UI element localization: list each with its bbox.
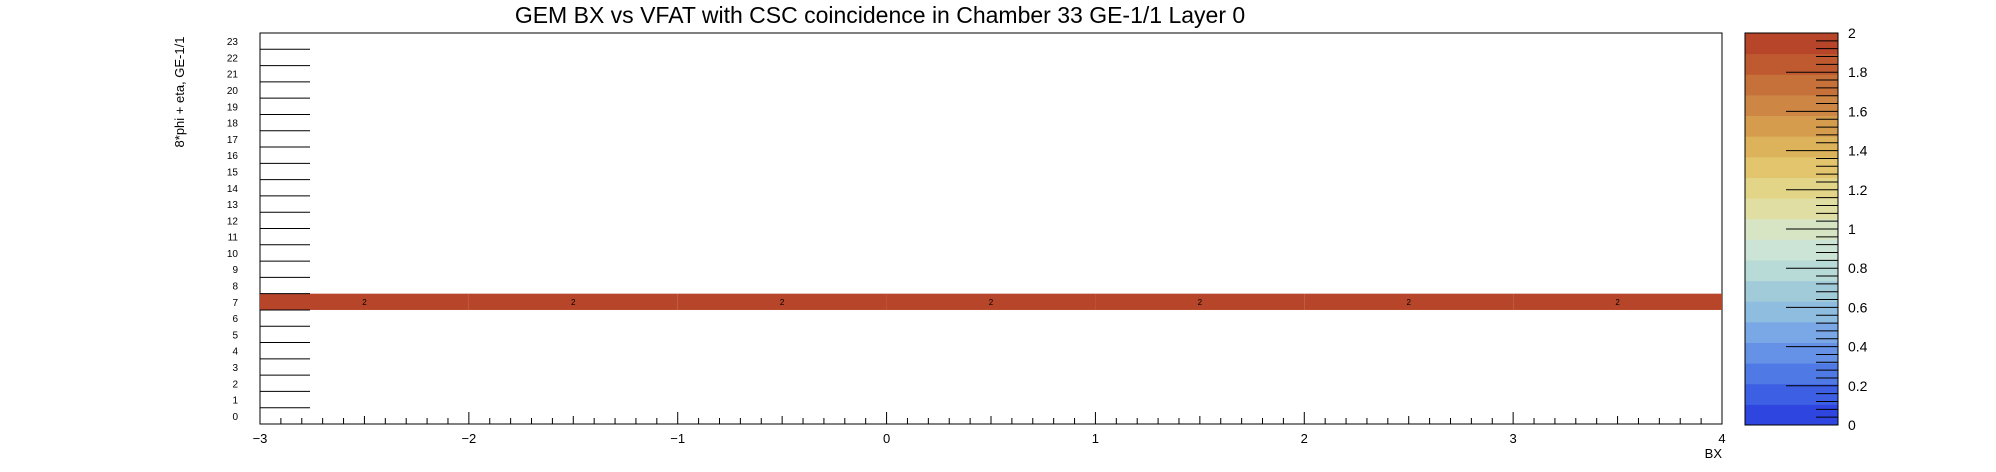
chart-title: GEM BX vs VFAT with CSC coincidence in C… (515, 2, 1245, 28)
color-scale-label: 0 (1848, 417, 1856, 433)
color-scale-label: 0.8 (1848, 260, 1868, 276)
y-tick-label: 17 (227, 135, 239, 146)
heatmap-cell (1304, 293, 1514, 310)
cell-value-label: 2 (1406, 298, 1411, 307)
color-scale-label: 1.8 (1848, 64, 1868, 80)
color-scale-label: 0.6 (1848, 299, 1868, 315)
color-scale-band (1745, 198, 1838, 220)
heatmap-cell (260, 293, 469, 310)
color-scale-band (1745, 115, 1838, 137)
y-tick-label: 23 (227, 37, 239, 48)
color-scale: 0 0.2 0.4 0.6 0.8 1 1.2 1.4 1.6 1.8 2 (1744, 25, 1868, 433)
y-tick-label: 21 (227, 70, 239, 81)
y-tick-label: 18 (227, 119, 239, 130)
color-scale-band (1745, 259, 1838, 282)
y-tick-label: 19 (227, 102, 239, 113)
color-scale-band (1745, 280, 1838, 302)
y-tick-label: 22 (227, 53, 239, 64)
cell-value-label: 2 (362, 298, 367, 307)
y-tick-label: 6 (232, 314, 238, 325)
x-axis-title: BX (1705, 446, 1723, 461)
cell-value-label: 2 (780, 298, 785, 307)
color-scale-band (1745, 301, 1838, 323)
color-scale-label: 1 (1848, 221, 1856, 237)
heatmap-cell (1513, 293, 1722, 310)
color-scale-label: 1.4 (1848, 143, 1868, 159)
cell-value-label: 2 (571, 298, 576, 307)
y-tick-label: 9 (232, 265, 238, 276)
color-scale-label: 1.2 (1848, 182, 1868, 198)
y-tick-label: 4 (232, 347, 238, 358)
y-tick-label: 3 (232, 363, 238, 374)
heatmap-cell (1095, 293, 1305, 310)
x-tick-label: −1 (670, 431, 685, 446)
x-tick-label: 2 (1301, 431, 1308, 446)
color-scale-band (1745, 33, 1838, 55)
cell-value-label: 2 (989, 298, 994, 307)
color-scale-band (1745, 383, 1838, 405)
x-tick-label: 1 (1092, 431, 1099, 446)
x-tick-label: 0 (883, 431, 890, 446)
color-scale-label: 0.4 (1848, 339, 1868, 355)
color-scale-band (1745, 363, 1838, 385)
color-scale-label: 1.6 (1848, 103, 1868, 119)
color-scale-band (1745, 74, 1838, 96)
x-tick-label: 4 (1718, 431, 1725, 446)
y-tick-label: 10 (227, 249, 239, 260)
x-tick-label: 3 (1510, 431, 1517, 446)
color-scale-band (1745, 94, 1838, 117)
color-scale-band (1745, 53, 1838, 75)
color-scale-band (1745, 239, 1838, 261)
color-scale-band (1745, 404, 1838, 426)
y-tick-label: 5 (232, 330, 238, 341)
cell-value-label: 2 (1615, 298, 1620, 307)
y-tick-label: 14 (227, 184, 239, 195)
color-scale-label: 2 (1848, 25, 1856, 41)
color-scale-band (1745, 156, 1838, 178)
color-scale-band (1745, 342, 1838, 364)
y-tick-label: 7 (232, 298, 238, 309)
heatmap-cell (677, 293, 887, 310)
y-tick-label: 20 (227, 86, 239, 97)
y-tick-label: 12 (227, 216, 239, 227)
color-scale-label: 0.2 (1848, 378, 1868, 394)
y-tick-label: 0 (232, 412, 238, 423)
y-tick-label: 8 (232, 282, 238, 293)
y-tick-label: 16 (227, 151, 239, 162)
color-scale-band (1745, 136, 1838, 158)
plot-frame (259, 32, 1723, 425)
y-axis-title: 8*phi + eta, GE-1/1 (172, 37, 187, 148)
x-tick-label: −3 (253, 431, 268, 446)
heatmap-cell (468, 293, 678, 310)
y-tick-label: 13 (227, 200, 239, 211)
plot-area: 2 2 2 2 2 2 2−3 −2 −1 0 1 2 3 40123456789101112131415… (227, 32, 1726, 446)
y-tick-label: 11 (228, 233, 239, 244)
y-tick-label: 1 (232, 396, 238, 407)
x-tick-label: −2 (461, 431, 476, 446)
color-scale-band (1745, 177, 1838, 199)
cell-value-label: 2 (1198, 298, 1203, 307)
y-tick-label: 2 (232, 379, 238, 390)
heatmap-cell (886, 293, 1096, 310)
y-tick-label: 15 (227, 167, 239, 178)
color-scale-band (1745, 321, 1838, 343)
